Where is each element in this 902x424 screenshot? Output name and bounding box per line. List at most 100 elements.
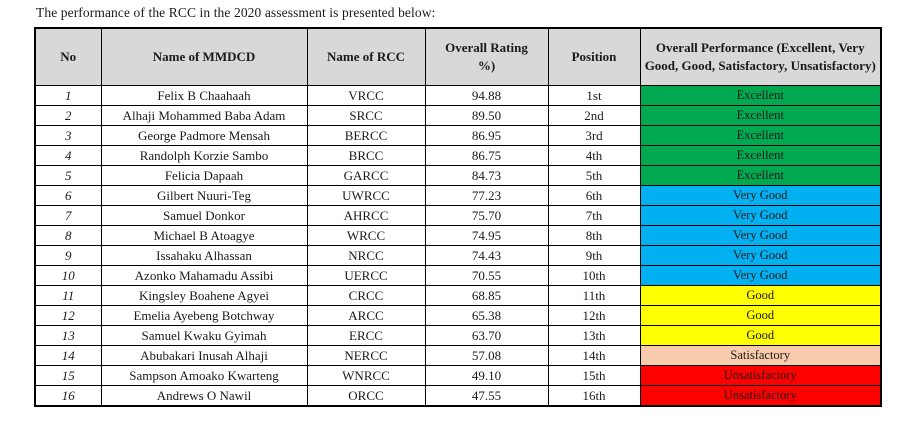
cell-no: 10 xyxy=(34,265,102,286)
cell-performance: Excellent xyxy=(639,145,882,166)
table-row: 4 Randolph Korzie Sambo BRCC 86.75 4th Excell… xyxy=(34,145,882,166)
cell-no: 11 xyxy=(34,285,102,306)
cell-rating: 86.75 xyxy=(424,145,549,166)
table-row: 14 Abubakari Inusah Alhaji NERCC 57.08 14th S… xyxy=(34,345,882,366)
cell-performance: Very Good xyxy=(639,225,882,246)
cell-no: 3 xyxy=(34,125,102,146)
cell-rating: 63.70 xyxy=(424,325,549,346)
table-row: 10 Azonko Mahamadu Assibi UERCC 70.55 10th Ve… xyxy=(34,265,882,286)
cell-position: 3rd xyxy=(547,125,641,146)
header-row: No Name of MMDCD Name of RCC Overall Rat… xyxy=(34,27,882,86)
cell-rating: 65.38 xyxy=(424,305,549,326)
cell-performance: Good xyxy=(639,285,882,306)
cell-rating: 57.08 xyxy=(424,345,549,366)
cell-no: 8 xyxy=(34,225,102,246)
cell-mmdcd-name: Azonko Mahamadu Assibi xyxy=(100,265,308,286)
cell-no: 13 xyxy=(34,325,102,346)
table-body: 1 Felix B Chaahaah VRCC 94.88 1st Excellent 2 A… xyxy=(34,85,882,407)
table-row: 6 Gilbert Nuuri-Teg UWRCC 77.23 6th Very Good xyxy=(34,185,882,206)
table-row: 11 Kingsley Boahene Agyei CRCC 68.85 11th Goo… xyxy=(34,285,882,306)
cell-rcc-name: ORCC xyxy=(306,385,426,407)
table-row: 3 George Padmore Mensah BERCC 86.95 3rd Excel… xyxy=(34,125,882,146)
cell-mmdcd-name: Felicia Dapaah xyxy=(100,165,308,186)
cell-mmdcd-name: Felix B Chaahaah xyxy=(100,85,308,106)
table-row: 8 Michael B Atoagye WRCC 74.95 8th Very Good xyxy=(34,225,882,246)
cell-mmdcd-name: Sampson Amoako Kwarteng xyxy=(100,365,308,386)
cell-rcc-name: GARCC xyxy=(306,165,426,186)
cell-rcc-name: SRCC xyxy=(306,105,426,126)
cell-rcc-name: WRCC xyxy=(306,225,426,246)
cell-rating: 84.73 xyxy=(424,165,549,186)
cell-position: 11th xyxy=(547,285,641,306)
table-row: 15 Sampson Amoako Kwarteng WNRCC 49.10 15th U… xyxy=(34,365,882,386)
cell-mmdcd-name: George Padmore Mensah xyxy=(100,125,308,146)
cell-performance: Excellent xyxy=(639,125,882,146)
cell-mmdcd-name: Kingsley Boahene Agyei xyxy=(100,285,308,306)
cell-no: 16 xyxy=(34,385,102,407)
cell-rating: 75.70 xyxy=(424,205,549,226)
cell-no: 12 xyxy=(34,305,102,326)
header-position: Position xyxy=(547,27,641,86)
document-page: The performance of the RCC in the 2020 a… xyxy=(34,5,882,407)
cell-rcc-name: UWRCC xyxy=(306,185,426,206)
header-mmdcd-name: Name of MMDCD xyxy=(100,27,308,86)
table-row: 1 Felix B Chaahaah VRCC 94.88 1st Excellent xyxy=(34,85,882,106)
cell-rating: 49.10 xyxy=(424,365,549,386)
cell-performance: Very Good xyxy=(639,245,882,266)
cell-position: 10th xyxy=(547,265,641,286)
cell-rating: 94.88 xyxy=(424,85,549,106)
cell-no: 15 xyxy=(34,365,102,386)
cell-rcc-name: VRCC xyxy=(306,85,426,106)
cell-rating: 68.85 xyxy=(424,285,549,306)
cell-mmdcd-name: Emelia Ayebeng Botchway xyxy=(100,305,308,326)
cell-rcc-name: AHRCC xyxy=(306,205,426,226)
cell-performance: Satisfactory xyxy=(639,345,882,366)
cell-position: 2nd xyxy=(547,105,641,126)
cell-rcc-name: NRCC xyxy=(306,245,426,266)
header-rating: Overall Rating %) xyxy=(424,27,549,86)
cell-mmdcd-name: Michael B Atoagye xyxy=(100,225,308,246)
cell-rating: 70.55 xyxy=(424,265,549,286)
cell-mmdcd-name: Gilbert Nuuri-Teg xyxy=(100,185,308,206)
cell-mmdcd-name: Andrews O Nawil xyxy=(100,385,308,407)
cell-rating: 89.50 xyxy=(424,105,549,126)
cell-performance: Unsatisfactory xyxy=(639,385,882,407)
cell-no: 7 xyxy=(34,205,102,226)
cell-position: 16th xyxy=(547,385,641,407)
cell-mmdcd-name: Samuel Donkor xyxy=(100,205,308,226)
cell-rating: 74.95 xyxy=(424,225,549,246)
cell-no: 1 xyxy=(34,85,102,106)
header-performance: Overall Performance (Excellent, Very Goo… xyxy=(639,27,882,86)
cell-no: 9 xyxy=(34,245,102,266)
cell-position: 4th xyxy=(547,145,641,166)
cell-rcc-name: NERCC xyxy=(306,345,426,366)
table-row: 9 Issahaku Alhassan NRCC 74.43 9th Very Good xyxy=(34,245,882,266)
cell-no: 14 xyxy=(34,345,102,366)
cell-rating: 47.55 xyxy=(424,385,549,407)
cell-rcc-name: WNRCC xyxy=(306,365,426,386)
cell-rcc-name: CRCC xyxy=(306,285,426,306)
cell-performance: Good xyxy=(639,325,882,346)
cell-rcc-name: BERCC xyxy=(306,125,426,146)
cell-no: 4 xyxy=(34,145,102,166)
cell-no: 2 xyxy=(34,105,102,126)
table-row: 2 Alhaji Mohammed Baba Adam SRCC 89.50 2nd Ex… xyxy=(34,105,882,126)
header-rcc-name: Name of RCC xyxy=(306,27,426,86)
cell-performance: Very Good xyxy=(639,265,882,286)
cell-performance: Unsatisfactory xyxy=(639,365,882,386)
cell-position: 1st xyxy=(547,85,641,106)
table-row: 5 Felicia Dapaah GARCC 84.73 5th Excellent xyxy=(34,165,882,186)
cell-no: 5 xyxy=(34,165,102,186)
rcc-performance-table: No Name of MMDCD Name of RCC Overall Rat… xyxy=(34,27,882,407)
cell-mmdcd-name: Randolph Korzie Sambo xyxy=(100,145,308,166)
cell-position: 6th xyxy=(547,185,641,206)
cell-rating: 77.23 xyxy=(424,185,549,206)
cell-rcc-name: BRCC xyxy=(306,145,426,166)
cell-position: 15th xyxy=(547,365,641,386)
table-row: 13 Samuel Kwaku Gyimah ERCC 63.70 13th Good xyxy=(34,325,882,346)
cell-performance: Excellent xyxy=(639,85,882,106)
cell-position: 9th xyxy=(547,245,641,266)
cell-position: 5th xyxy=(547,165,641,186)
cell-performance: Very Good xyxy=(639,185,882,206)
cell-rcc-name: ERCC xyxy=(306,325,426,346)
